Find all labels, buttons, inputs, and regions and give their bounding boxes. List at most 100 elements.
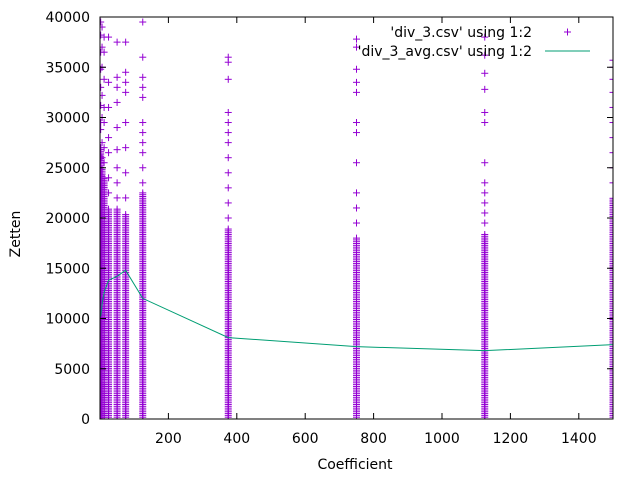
scatter-point — [609, 250, 613, 258]
scatter-point — [609, 249, 613, 257]
scatter-point — [609, 288, 613, 296]
scatter-point — [609, 134, 613, 142]
scatter-point — [481, 189, 489, 197]
scatter-point — [353, 88, 360, 96]
scatter-column — [113, 38, 121, 419]
legend-label-scatter: 'div_3.csv' using 1:2 — [390, 25, 532, 41]
scatter-point — [481, 85, 489, 93]
scatter-point — [105, 205, 113, 213]
x-axis-ticks: 200 400 600 800 1000 1200 1400 — [155, 17, 597, 447]
scatter-point — [609, 355, 613, 363]
scatter-point — [609, 221, 613, 229]
scatter-point — [609, 402, 613, 410]
scatter-column — [609, 56, 613, 419]
scatter-point — [609, 337, 613, 345]
scatter-point — [122, 169, 130, 177]
scatter-point — [609, 361, 613, 369]
scatter-point — [609, 348, 613, 356]
scatter-point — [353, 65, 360, 73]
scatter-point — [139, 53, 147, 61]
scatter-point — [481, 179, 489, 187]
scatter-point — [609, 299, 613, 307]
scatter-point — [609, 317, 613, 325]
scatter-point — [353, 189, 360, 197]
scatter-point — [224, 139, 232, 147]
y-tick-label: 35000 — [45, 60, 90, 76]
scatter-point — [609, 274, 613, 282]
scatter-point — [609, 119, 613, 127]
scatter-point — [609, 368, 613, 376]
scatter-point — [609, 296, 613, 304]
scatter-point — [481, 199, 489, 207]
scatter-point — [139, 179, 147, 187]
scatter-point — [224, 129, 232, 137]
scatter-point — [481, 108, 489, 116]
scatter-point — [122, 78, 130, 86]
scatter-point — [609, 229, 613, 237]
scatter-point — [224, 75, 232, 83]
scatter-point — [609, 149, 613, 157]
scatter-point — [481, 159, 489, 167]
scatter-point — [609, 259, 613, 267]
scatter-point — [609, 301, 613, 309]
scatter-point — [609, 363, 613, 371]
scatter-point — [609, 232, 613, 240]
scatter-point — [481, 219, 489, 227]
scatter-point — [113, 83, 121, 91]
scatter-point — [139, 129, 147, 137]
scatter-point — [609, 252, 613, 260]
scatter-point — [609, 236, 613, 244]
y-axis-label: Zetten — [8, 211, 24, 258]
scatter-point — [609, 308, 613, 316]
y-tick-label: 0 — [81, 412, 90, 428]
scatter-point — [609, 316, 613, 324]
scatter-point — [609, 375, 613, 383]
scatter-point — [609, 256, 613, 264]
scatter-point — [609, 225, 613, 233]
y-tick-label: 30000 — [45, 111, 90, 127]
scatter-point — [609, 194, 613, 202]
scatter-point — [609, 276, 613, 284]
scatter-point — [609, 401, 613, 409]
scatter-point — [609, 352, 613, 360]
scatter-point — [139, 73, 147, 81]
scatter-point — [609, 245, 613, 253]
scatter-point — [609, 220, 613, 228]
scatter-point — [609, 386, 613, 394]
scatter-point — [609, 312, 613, 320]
scatter-point — [609, 314, 613, 322]
scatter-point — [609, 373, 613, 381]
scatter-point — [609, 393, 613, 401]
scatter-point — [609, 103, 613, 111]
legend-marker-scatter — [564, 28, 571, 36]
scatter-series — [100, 18, 613, 419]
scatter-point — [609, 287, 613, 295]
scatter-point — [224, 214, 232, 222]
scatter-point — [100, 154, 106, 162]
x-tick-label: 400 — [223, 431, 250, 447]
scatter-point — [609, 325, 613, 333]
scatter-point — [100, 91, 106, 99]
scatter-point — [609, 397, 613, 405]
scatter-point — [609, 343, 613, 351]
scatter-point — [100, 139, 106, 147]
scatter-point — [609, 272, 613, 280]
scatter-point — [609, 359, 613, 367]
y-tick-label: 15000 — [45, 261, 90, 277]
scatter-point — [100, 165, 106, 173]
scatter-point — [100, 119, 108, 127]
scatter-point — [609, 330, 613, 338]
scatter-point — [609, 411, 613, 419]
scatter-point — [609, 366, 613, 374]
scatter-point — [609, 279, 613, 287]
scatter-point — [100, 23, 106, 31]
scatter-point — [609, 346, 613, 354]
scatter-point — [100, 144, 108, 152]
scatter-point — [609, 413, 613, 419]
scatter-point — [609, 395, 613, 403]
scatter-column — [224, 53, 232, 419]
x-tick-label: 600 — [292, 431, 319, 447]
scatter-point — [100, 83, 105, 91]
scatter-point — [105, 134, 113, 142]
